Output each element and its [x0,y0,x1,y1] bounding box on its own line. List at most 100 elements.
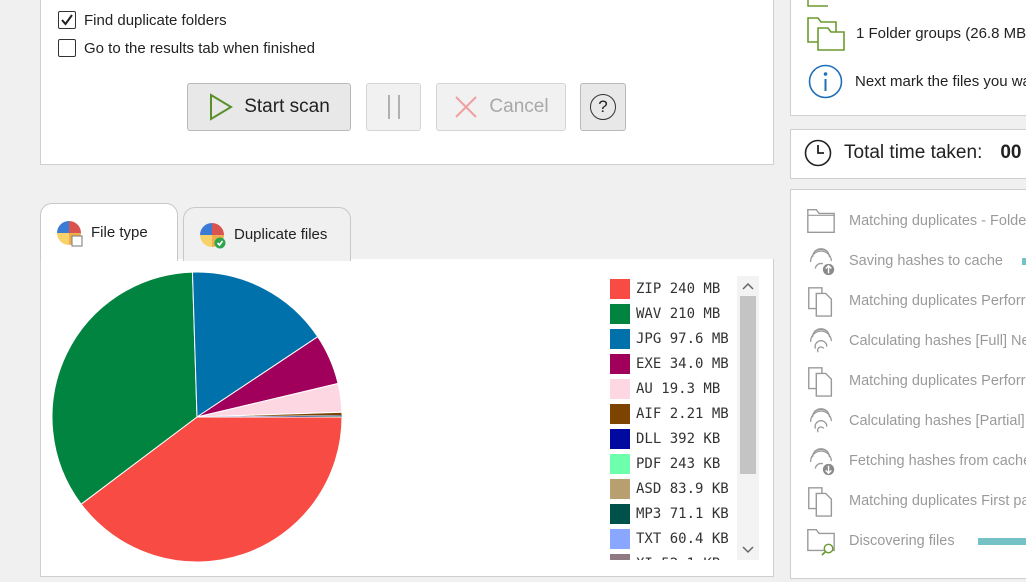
scroll-up-arrow[interactable] [737,276,759,296]
scroll-down-arrow[interactable] [737,540,759,560]
tab-file-type[interactable]: File type [40,203,178,261]
legend-item: TXT 60.4 KB [610,526,735,551]
find-duplicate-folders-option[interactable]: Find duplicate folders [58,11,227,29]
pause-button[interactable] [366,83,421,131]
step-label: Saving hashes to cache [849,253,1003,269]
scan-options-panel [40,0,774,165]
cancel-button[interactable]: Cancel [436,83,566,131]
legend-item: XI 52.1 KB [610,551,735,560]
step-progress-bar [1022,258,1026,265]
legend-swatch [610,353,630,374]
step-label: Matching duplicates Perforr [849,373,1026,389]
pie-slice-wav [51,271,198,505]
legend-swatch [610,303,630,324]
step-progress-bar [978,538,1026,545]
legend-item: ASD 83.9 KB [610,476,735,501]
step-label: Fetching hashes from cache [849,453,1026,469]
tab-file-type-label: File type [91,224,148,241]
legend-swatch [610,503,630,524]
legend-label: ZIP 240 MB [636,280,721,297]
checkmark-icon [61,14,73,26]
legend-scrollbar[interactable] [737,276,759,560]
folder-groups-text: 1 Folder groups (26.8 MB) [856,24,1026,42]
legend-item: EXE 34.0 MB [610,351,735,376]
pie-chart-check-icon [200,222,226,248]
legend-item: WAV 210 MB [610,301,735,326]
goto-results-label: Go to the results tab when finished [84,39,315,57]
legend-item: AU 19.3 MB [610,376,735,401]
duplicate-folders-icon [807,17,845,51]
play-icon [210,93,234,121]
step-label: Discovering files [849,533,955,549]
step-item: Matching duplicates - Folde [805,203,1026,239]
legend-item: ZIP 240 MB [610,276,735,301]
close-icon [455,96,478,118]
legend-label: XI 52.1 KB [636,556,720,561]
chevron-down-icon [742,546,754,554]
help-icon: ? [590,94,616,120]
file-type-legend: ZIP 240 MB WAV 210 MB JPG 97.6 MB EXE 34.0 … [610,276,735,560]
scroll-thumb[interactable] [740,296,756,474]
goto-results-checkbox[interactable] [58,39,76,57]
legend-label: AU 19.3 MB [636,380,721,397]
find-duplicate-folders-checkbox[interactable] [58,11,76,29]
step-item: Saving hashes to cache [805,243,1003,279]
total-time-label: Total time taken: [844,142,983,163]
legend-swatch [610,378,630,399]
step-label: Calculating hashes [Full] Ne [849,333,1026,349]
documents-icon [808,487,833,517]
start-scan-button[interactable]: Start scan [187,83,351,131]
legend-swatch [610,403,630,424]
next-hint-text: Next mark the files you wa [855,73,1026,90]
step-label: Matching duplicates - Folde [849,213,1026,229]
fingerprint-upload-icon [809,248,835,276]
legend-label: EXE 34.0 MB [636,355,729,372]
pie-slice-jpg [191,271,319,418]
legend-item: PDF 243 KB [610,451,735,476]
folder-icon [807,209,835,233]
legend-label: DLL 392 KB [636,430,721,447]
pie-slice-pdf [197,416,342,417]
next-hint-row: Next mark the files you wa [808,64,1026,99]
chevron-up-icon [742,282,754,290]
legend-swatch [610,478,630,499]
legend-label: ASD 83.9 KB [636,480,729,497]
step-item: Matching duplicates Perforr [805,283,1026,319]
folder-search-icon [807,529,835,556]
legend-swatch [610,553,630,560]
documents-icon [808,367,833,397]
legend-item: DLL 392 KB [610,426,735,451]
goto-results-option[interactable]: Go to the results tab when finished [58,39,315,57]
legend-label: WAV 210 MB [636,305,721,322]
total-time-row: Total time taken: 00 [804,139,1021,167]
find-duplicate-folders-label: Find duplicate folders [84,11,227,29]
pie-slice-aif [196,411,343,418]
total-time-panel [790,129,1026,179]
step-label: Matching duplicates First pa [849,493,1026,509]
legend-item: AIF 2.21 MB [610,401,735,426]
step-item: Discovering files [805,523,955,559]
start-scan-label: Start scan [244,96,330,117]
tab-duplicate-files[interactable]: Duplicate files [183,207,351,261]
step-item: Matching duplicates Perforr [805,363,1026,399]
tab-duplicate-files-label: Duplicate files [234,226,328,243]
pause-icon [387,95,400,119]
total-time-value: 00 [1000,142,1022,163]
legend-swatch [610,428,630,449]
step-label: Calculating hashes [Partial] [849,413,1025,429]
help-button[interactable]: ? [580,83,626,131]
legend-label: TXT 60.4 KB [636,530,729,547]
pie-slice-zip [80,416,343,563]
step-item: Calculating hashes [Partial] [805,403,1025,439]
legend-label: JPG 97.6 MB [636,330,729,347]
legend-swatch [610,528,630,549]
fingerprint-icon [809,328,833,353]
legend-swatch [610,453,630,474]
legend-label: MP3 71.1 KB [636,505,729,522]
legend-swatch [610,328,630,349]
legend-label: AIF 2.21 MB [636,405,729,422]
fingerprint-icon [809,408,833,433]
step-item: Matching duplicates First pa [805,483,1026,519]
legend-item: MP3 71.1 KB [610,501,735,526]
step-label: Matching duplicates Perforr [849,293,1026,309]
